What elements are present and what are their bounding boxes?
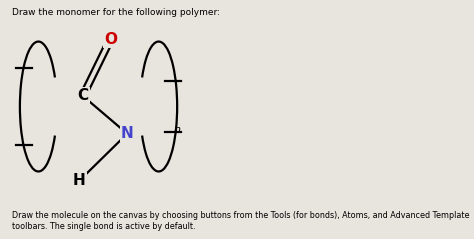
Text: O: O <box>104 32 117 47</box>
Text: H: H <box>73 174 85 188</box>
Text: C: C <box>77 88 88 103</box>
Text: Draw the monomer for the following polymer:: Draw the monomer for the following polym… <box>12 8 220 17</box>
Text: N: N <box>121 126 134 141</box>
Text: Draw the molecule on the canvas by choosing buttons from the Tools (for bonds), : Draw the molecule on the canvas by choos… <box>12 211 470 231</box>
Text: n: n <box>173 125 181 135</box>
